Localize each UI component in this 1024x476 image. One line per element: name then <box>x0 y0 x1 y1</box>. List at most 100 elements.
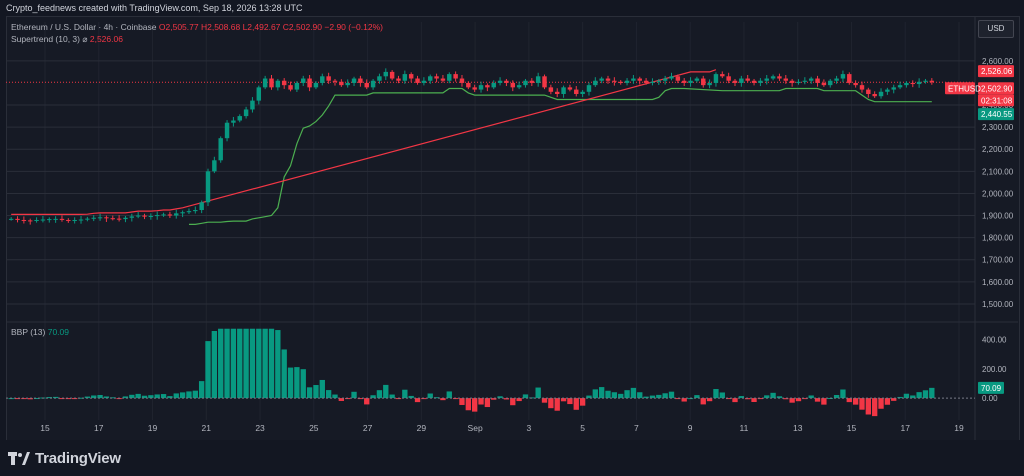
bbp-bar <box>446 391 452 399</box>
bbp-bar <box>167 396 173 399</box>
price-tick-label: 2,000.00 <box>982 189 1014 198</box>
bbp-bar <box>198 381 205 399</box>
bbp-bar <box>757 398 764 400</box>
bbp-bar <box>872 398 878 417</box>
bbp-axis: 0.00 200.00 400.00 <box>982 336 1007 403</box>
candle-body <box>231 120 236 123</box>
bbp-bar <box>903 393 910 399</box>
candle-body <box>434 76 439 79</box>
candle-body <box>574 89 579 94</box>
candle-body <box>485 85 490 88</box>
candle-body <box>104 217 109 219</box>
candle-body <box>129 216 135 218</box>
supertrend-down-line <box>11 69 717 215</box>
candle-body <box>440 78 446 81</box>
candle-body <box>199 202 204 211</box>
candle-body <box>910 82 915 85</box>
bbp-bar <box>237 328 243 399</box>
countdown-badge-bg <box>978 94 1014 107</box>
bbp-bar <box>751 398 757 402</box>
bbp-bar <box>706 398 713 402</box>
candle-body <box>142 215 147 217</box>
candle-body <box>580 91 585 94</box>
bbp-badge: 70.09 <box>981 384 1002 393</box>
bbp-bar <box>459 398 465 405</box>
candle-body <box>916 81 922 85</box>
bbp-bar <box>725 398 732 400</box>
candle-body <box>491 82 496 88</box>
time-tick-label: 29 <box>417 423 427 433</box>
candle-body <box>466 82 471 88</box>
bbp-bar <box>567 398 573 405</box>
time-tick-label: 23 <box>255 423 265 433</box>
bbp-bar <box>472 398 478 412</box>
candle-body <box>250 100 255 110</box>
bbp-bar <box>141 395 148 399</box>
symbol-title[interactable]: Ethereum / U.S. Dollar · 4h · Coinbase <box>11 22 157 32</box>
bbp-bar <box>802 398 808 400</box>
bbp-tick-label: 0.00 <box>982 394 998 403</box>
time-tick-label: 27 <box>363 423 373 433</box>
candle-body <box>745 78 750 81</box>
bbp-bar <box>275 330 281 399</box>
bbp-bar <box>891 398 897 401</box>
candle-body <box>21 219 27 221</box>
bbp-bar <box>97 394 103 399</box>
bbp-bar <box>186 391 192 399</box>
bbp-bar <box>313 385 319 399</box>
time-tick-label: 15 <box>40 423 50 433</box>
time-tick-label: 5 <box>580 423 585 433</box>
bbp-title[interactable]: BBP (13) <box>11 327 46 337</box>
candle-body <box>656 80 662 82</box>
supertrend-badge-bg <box>978 65 1014 78</box>
price-tick-label: 1,700.00 <box>982 256 1014 265</box>
bbp-bar <box>541 398 548 403</box>
candle-body <box>662 78 668 81</box>
currency-button[interactable]: USD <box>978 20 1014 38</box>
candle-body <box>554 91 560 94</box>
candle-body <box>40 219 46 221</box>
bbp-bar <box>910 395 916 399</box>
candle-body <box>148 215 154 217</box>
candle-body <box>859 85 865 90</box>
bbp-bar <box>46 397 52 399</box>
bbp-bar <box>376 390 383 399</box>
candle-body <box>8 218 14 220</box>
candle-body <box>415 78 420 83</box>
symbol-tag-bg <box>945 82 975 95</box>
candle-body <box>605 78 611 81</box>
bbp-bar <box>694 395 700 399</box>
bbp-bar <box>332 394 338 399</box>
bbp-bar <box>364 398 370 405</box>
candle-body <box>243 109 249 117</box>
bbp-legend: BBP (13) 70.09 <box>11 327 69 337</box>
bbp-bar <box>770 392 776 399</box>
grid-lines <box>6 16 1018 440</box>
indicator-title[interactable]: Supertrend (10, 3) <box>11 34 80 44</box>
candle-body <box>612 80 617 82</box>
candle-body <box>193 210 198 212</box>
time-tick-label: 17 <box>94 423 104 433</box>
candle-body <box>504 80 509 83</box>
ohlc-change: −2.90 (−0.12%) <box>324 22 383 32</box>
candle-body <box>186 211 192 213</box>
candle-body <box>91 217 96 219</box>
candle-body <box>224 122 230 139</box>
price-tick-label: 1,900.00 <box>982 212 1014 221</box>
candle-body <box>675 76 681 81</box>
bbp-bar <box>656 394 662 399</box>
supertrend-support-badge-bg <box>978 108 1014 121</box>
symbol-legend: Ethereum / U.S. Dollar · 4h · Coinbase O… <box>11 22 383 32</box>
bbp-bar <box>218 328 224 399</box>
candle-body <box>739 78 744 83</box>
candle-body <box>701 78 706 86</box>
time-tick-label: 19 <box>148 423 158 433</box>
bbp-bar <box>535 387 541 399</box>
tradingview-logo[interactable]: TradingView <box>8 449 121 467</box>
candle-body <box>548 87 554 92</box>
candle-body <box>516 85 522 88</box>
candle-body <box>275 80 281 88</box>
candle-body <box>135 215 141 217</box>
candle-body <box>878 91 884 97</box>
